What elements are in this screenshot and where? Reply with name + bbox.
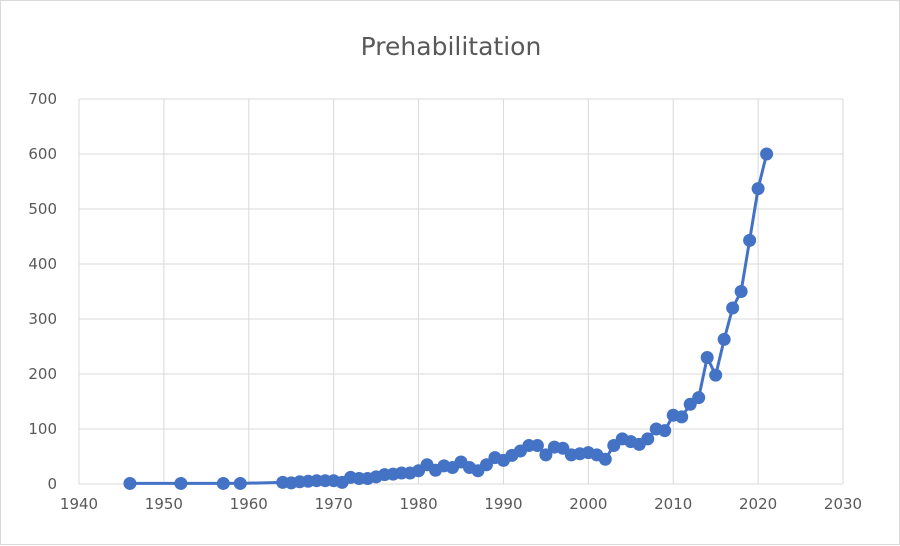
data-point (233, 476, 247, 490)
x-tick-label: 2020 (739, 495, 777, 513)
data-point (539, 448, 553, 462)
x-tick-label: 2030 (824, 495, 862, 513)
data-point (641, 432, 655, 446)
data-point (479, 458, 493, 472)
y-tick-label: 300 (28, 310, 57, 328)
data-point (751, 182, 765, 196)
data-point (726, 301, 740, 315)
data-point (692, 391, 706, 405)
y-tick-label: 200 (28, 365, 57, 383)
data-point (123, 476, 137, 490)
data-series (123, 147, 774, 490)
data-point (598, 452, 612, 466)
y-tick-label: 400 (28, 255, 57, 273)
data-point (216, 476, 230, 490)
axis-tick-labels: 1940 1950 1960 1970 1980 1990 2000 2010 2020 2030… (28, 90, 862, 513)
x-tick-label: 1980 (399, 495, 437, 513)
gridlines (78, 98, 844, 485)
y-tick-label: 100 (28, 420, 57, 438)
x-tick-label: 2000 (569, 495, 607, 513)
x-tick-label: 1940 (60, 495, 98, 513)
x-tick-label: 1990 (484, 495, 522, 513)
data-point (709, 368, 723, 382)
x-tick-label: 1960 (230, 495, 268, 513)
y-tick-label: 500 (28, 200, 57, 218)
data-point (658, 424, 672, 438)
x-tick-label: 2010 (654, 495, 692, 513)
data-point (530, 439, 544, 452)
data-point (734, 285, 748, 298)
data-point (700, 351, 714, 364)
data-point (743, 233, 757, 247)
y-tick-label: 600 (28, 145, 57, 163)
y-tick-label: 700 (28, 90, 57, 108)
y-tick-label: 0 (47, 475, 57, 493)
data-point (174, 476, 188, 490)
chart-title: Prehabilitation (361, 32, 542, 61)
data-point (717, 332, 731, 346)
x-tick-label: 1970 (315, 495, 353, 513)
data-point (760, 147, 774, 161)
x-tick-label: 1950 (145, 495, 183, 513)
data-point (675, 410, 689, 424)
